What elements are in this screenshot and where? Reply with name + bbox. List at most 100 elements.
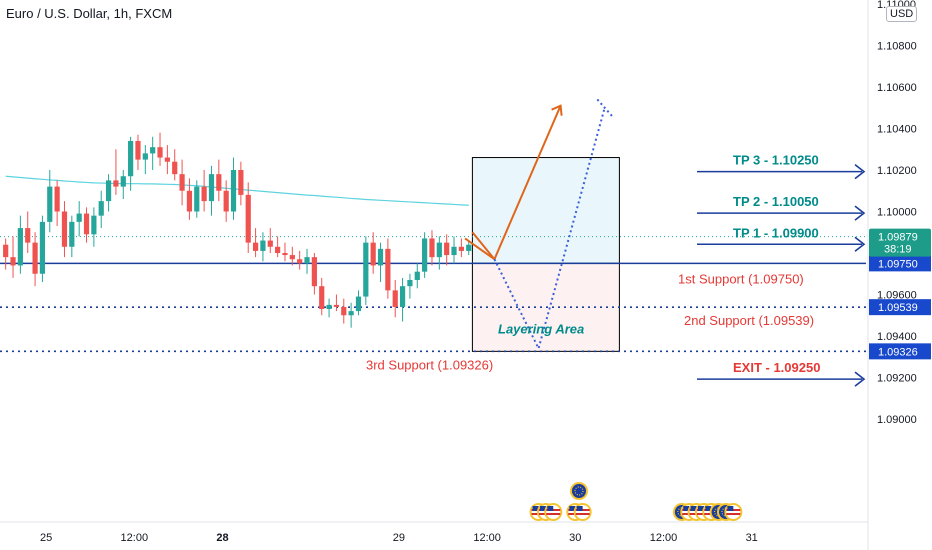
us-flag-stripe xyxy=(726,513,741,515)
us-flag-canton xyxy=(569,506,576,511)
candle-body xyxy=(429,238,435,258)
us-flag-canton xyxy=(697,506,704,511)
y-tick-label: 1.10200 xyxy=(877,165,917,177)
candle-body xyxy=(39,221,46,274)
candle-body xyxy=(245,194,251,243)
us-flag-canton xyxy=(532,506,539,511)
candle-body xyxy=(444,242,450,256)
x-tick-label: 30 xyxy=(569,532,581,544)
currency-button[interactable]: USD xyxy=(886,6,918,22)
current-price-tag xyxy=(869,228,931,257)
tp1-label: TP 1 - 1.09900 xyxy=(733,225,819,240)
y-tick-label: 1.09200 xyxy=(877,373,917,385)
candle-body xyxy=(157,147,163,158)
us-flag-canton xyxy=(705,506,712,511)
level-tag-3 xyxy=(869,343,931,360)
tp3-label: TP 3 - 1.10250 xyxy=(733,153,819,168)
y-tick-label: 1.09600 xyxy=(877,290,917,302)
current-price-value: 1.09879 xyxy=(878,232,918,244)
support3-label: 3rd Support (1.09326) xyxy=(366,357,493,372)
candle-body xyxy=(216,174,222,191)
y-tick-label: 1.09400 xyxy=(877,331,917,343)
candle-body xyxy=(414,271,420,280)
level-tag-2 xyxy=(869,299,931,316)
support2-label: 2nd Support (1.09539) xyxy=(684,313,814,328)
us-flag-canton xyxy=(547,506,554,511)
candle-body xyxy=(422,238,428,272)
candle-body xyxy=(179,174,185,191)
candle-body xyxy=(451,246,457,256)
candle-body xyxy=(297,259,303,264)
candle-body xyxy=(260,240,266,251)
x-tick-label: 31 xyxy=(746,532,758,544)
y-tick-label: 1.11000 xyxy=(877,0,916,11)
eu-flag-field xyxy=(571,484,586,498)
x-tick-label: 12:00 xyxy=(473,532,501,544)
candle-body xyxy=(466,244,472,251)
candle-body xyxy=(164,157,170,162)
candle-body xyxy=(370,242,376,266)
candle-body xyxy=(3,244,9,258)
candle-body xyxy=(407,279,413,287)
candle-body xyxy=(17,228,23,266)
us-flag-canton xyxy=(690,506,697,511)
candle-body xyxy=(150,147,156,154)
candle-body xyxy=(238,170,244,195)
candle-body xyxy=(25,228,31,243)
candle-body xyxy=(319,286,325,310)
candle-body xyxy=(267,240,273,247)
exit-label: EXIT - 1.09250 xyxy=(733,360,820,375)
us-flag-canton xyxy=(683,506,690,511)
candle-body xyxy=(348,311,354,316)
tp3-arrow-head xyxy=(854,163,866,180)
y-tick-label: 1.10800 xyxy=(877,41,917,53)
moving-average-line xyxy=(5,175,469,206)
us-flag-stripe xyxy=(546,513,561,515)
y-tick-label: 1.10400 xyxy=(877,124,917,136)
candle-body xyxy=(355,296,362,312)
level-tag-label: 1.09539 xyxy=(878,302,918,314)
tp2-label: TP 2 - 1.10050 xyxy=(733,194,819,209)
us-flag-event-icon[interactable] xyxy=(724,503,743,521)
candle-body xyxy=(385,248,391,291)
candle-body xyxy=(230,170,237,212)
candle-body xyxy=(208,174,215,202)
candle-body xyxy=(54,186,60,212)
chart-title: Euro / U.S. Dollar, 1h, FXCM xyxy=(6,6,173,21)
candle-body xyxy=(186,190,193,212)
us-flag-canton xyxy=(539,506,546,511)
projection-arrowhead-blue xyxy=(596,98,613,117)
us-flag-canton xyxy=(576,506,583,511)
layering-area-label: Layering Area xyxy=(498,322,584,337)
candle-body xyxy=(142,153,148,160)
candle-body xyxy=(47,186,53,222)
candle-body xyxy=(76,213,82,222)
candle-body xyxy=(252,242,259,251)
candle-body xyxy=(275,246,281,253)
candle-body xyxy=(333,304,340,307)
level-tag-1 xyxy=(869,255,931,272)
candle-body xyxy=(135,140,141,160)
level-tag-label: 1.09326 xyxy=(878,346,918,358)
level-tag-label: 1.09750 xyxy=(878,258,918,270)
eu-flag-event-icon[interactable] xyxy=(569,482,588,500)
y-tick-label: 1.09000 xyxy=(877,414,917,426)
candle-body xyxy=(436,242,442,258)
y-tick-label: 1.10600 xyxy=(877,82,917,94)
us-flag-event-icon[interactable] xyxy=(573,503,592,521)
candle-body xyxy=(341,306,347,316)
candle-body xyxy=(128,140,134,177)
candle-body xyxy=(201,186,207,202)
candle-body xyxy=(172,161,178,175)
candle-body xyxy=(223,190,229,212)
projection-arrow-orange xyxy=(493,105,562,260)
candle-body xyxy=(458,246,464,251)
candle-body xyxy=(311,257,317,287)
candle-body xyxy=(289,255,295,260)
y-tick-label: 1.10000 xyxy=(877,207,917,219)
candle-body xyxy=(98,201,104,216)
candle-body xyxy=(194,186,200,212)
candle-body xyxy=(326,304,332,310)
us-flag-event-icon[interactable] xyxy=(544,503,563,521)
